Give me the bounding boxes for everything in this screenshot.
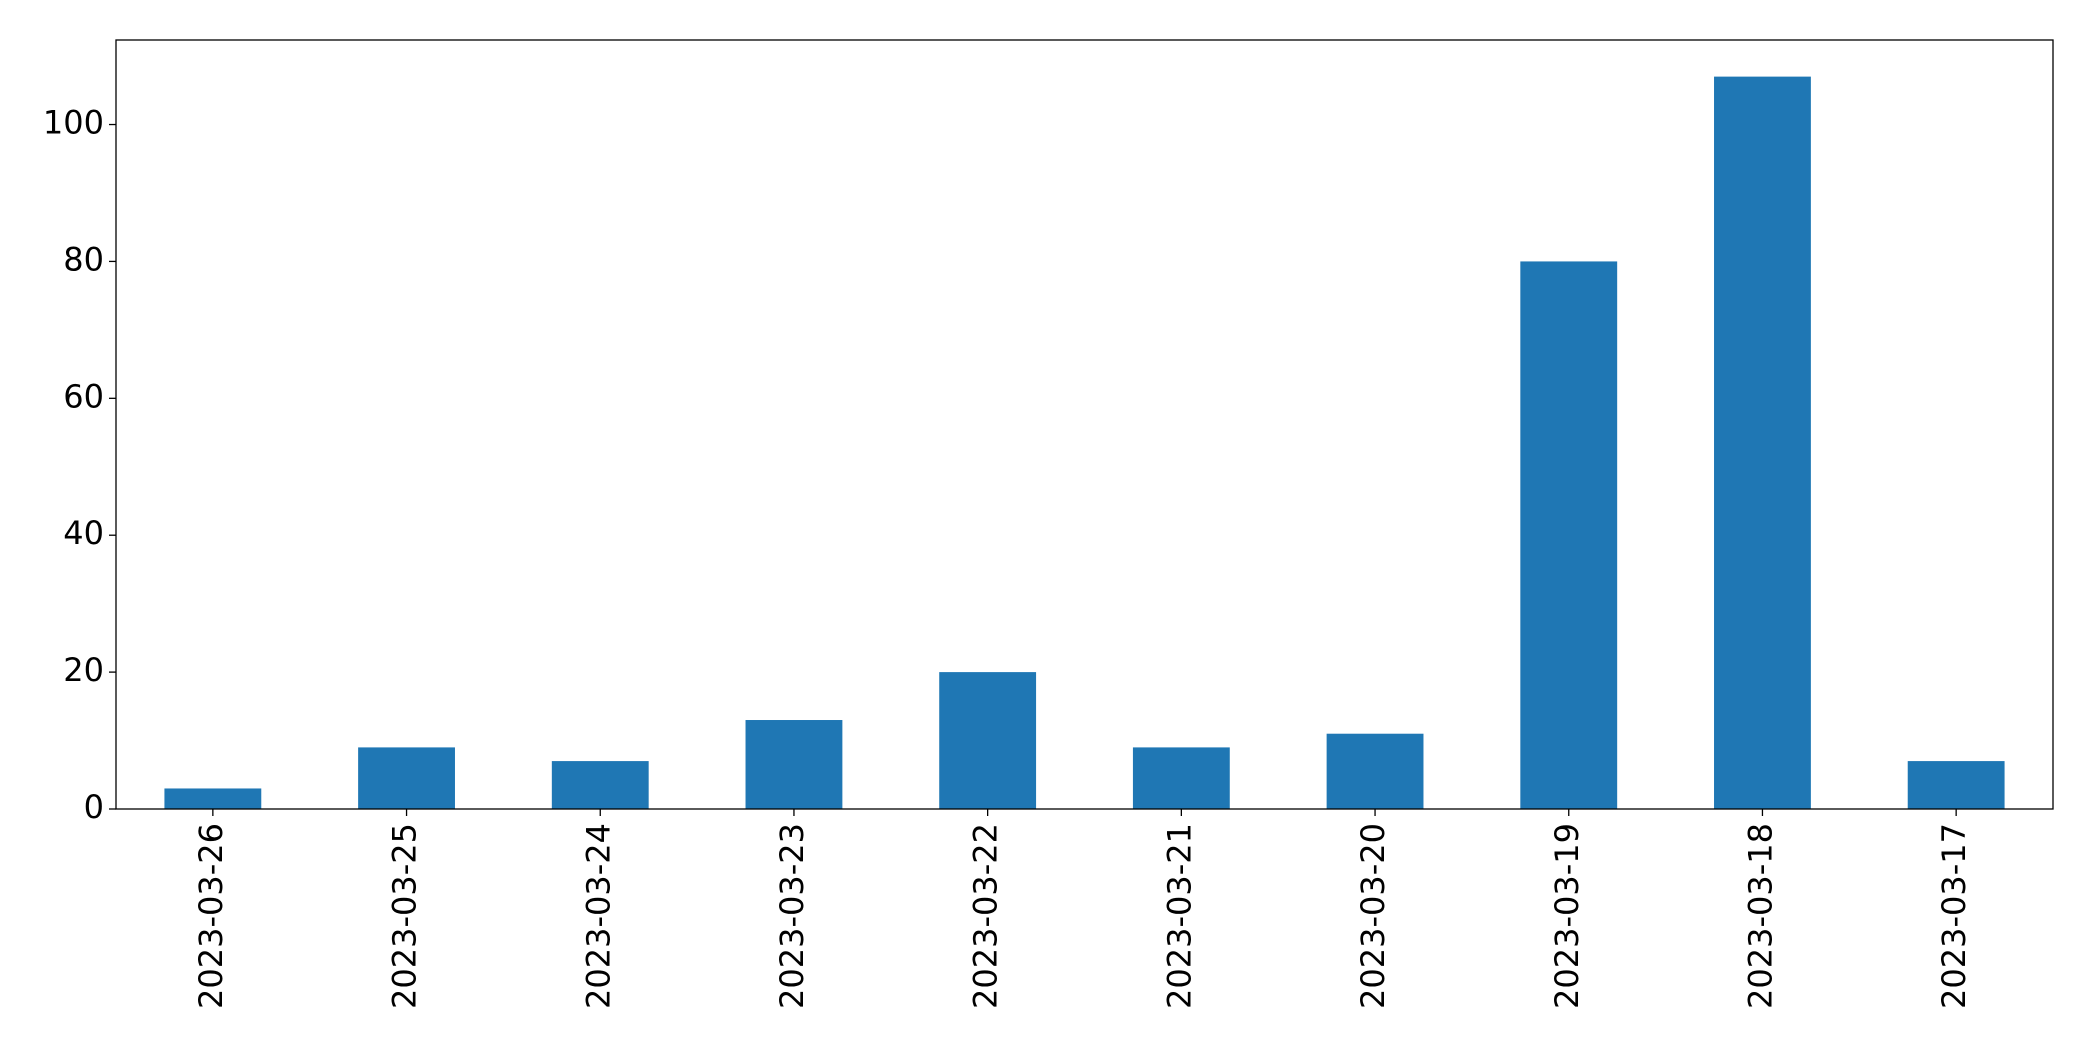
plot-frame — [115, 39, 2054, 810]
x-tick-label: 2023-03-17 — [1935, 823, 1973, 1009]
x-tick-label: 2023-03-26 — [192, 823, 230, 1009]
bar — [1520, 261, 1618, 810]
y-tick-label: 100 — [43, 104, 104, 142]
x-tick-label: 2023-03-19 — [1548, 823, 1586, 1009]
bar — [1907, 761, 2005, 809]
bar — [551, 761, 649, 809]
bar — [1714, 76, 1811, 810]
x-tick-label: 2023-03-20 — [1354, 823, 1392, 1009]
bar — [358, 747, 455, 809]
y-tick-label: 0 — [84, 788, 104, 826]
x-tick-label: 2023-03-24 — [579, 823, 617, 1009]
x-tick-label: 2023-03-21 — [1160, 823, 1198, 1009]
x-tick-label: 2023-03-23 — [773, 823, 811, 1009]
bar — [1132, 747, 1230, 809]
x-tick-label: 2023-03-18 — [1741, 823, 1779, 1009]
y-tick-label: 80 — [63, 240, 104, 278]
y-tick-label: 60 — [63, 377, 104, 415]
bar — [164, 788, 262, 809]
y-tick-label: 40 — [63, 514, 104, 552]
bar — [1326, 733, 1424, 809]
x-tick-label: 2023-03-25 — [386, 823, 424, 1009]
x-tick-label: 2023-03-22 — [967, 823, 1005, 1009]
y-tick-label: 20 — [63, 651, 104, 689]
bar — [939, 672, 1037, 809]
bar — [745, 720, 843, 809]
